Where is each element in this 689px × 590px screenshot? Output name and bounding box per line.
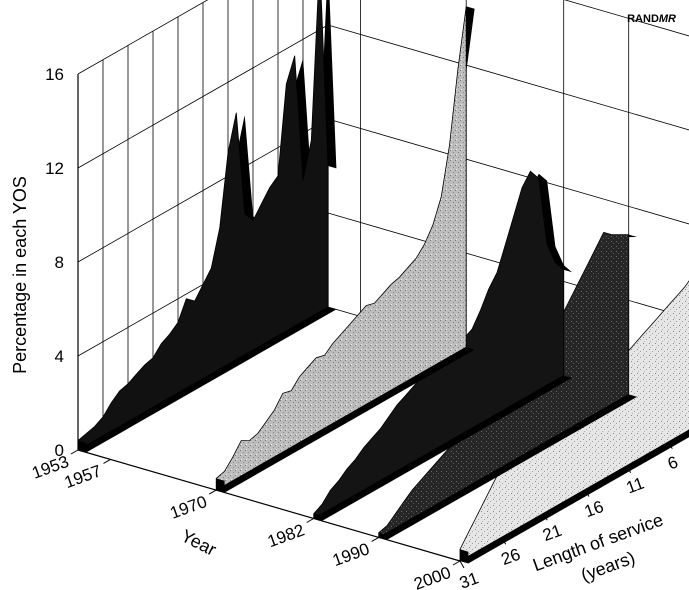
back-wall-gridline: [327, 24, 689, 131]
los-tick-label: 16: [582, 497, 606, 521]
los-tick-label: 6: [665, 452, 680, 473]
year-tick-mark: [103, 458, 111, 464]
series-2000-end-cap: [460, 549, 469, 564]
los-tick-label: 11: [624, 474, 647, 498]
z-tick-label: 16: [45, 65, 64, 84]
back-wall-gridline: [564, 0, 689, 37]
series-1982-end-cap: [313, 513, 323, 521]
series-layer: [77, 0, 689, 564]
z-axis-title: Percentage in each YOS: [10, 176, 30, 374]
los-tick-label: 26: [499, 545, 523, 569]
series-1953-end-cap: [78, 440, 87, 453]
los-tick-label: 31: [457, 568, 481, 590]
year-axis-line: [77, 449, 461, 562]
series-1970-end-cap: [216, 478, 225, 493]
source-tag: RANDMR: [627, 13, 676, 25]
series-1953: [77, 0, 337, 453]
year-tick-mark: [371, 536, 379, 542]
series-1953-area: [77, 0, 329, 451]
series-1982-base: [313, 375, 573, 521]
series-1953-base: [78, 307, 337, 453]
year-tick-mark: [452, 560, 461, 566]
chart-grid: [70, 0, 689, 569]
series-1970-area: [215, 6, 467, 491]
los-tick-mark: [459, 560, 465, 569]
year-tick-label: 1970: [168, 492, 210, 523]
series-1990-end-cap: [378, 532, 388, 540]
series-1970-base: [216, 347, 475, 493]
z-tick-label: 12: [45, 159, 64, 178]
series-1970: [215, 6, 475, 493]
year-tick-mark: [70, 449, 79, 455]
back-wall-gridline: [327, 118, 689, 225]
los-tick-label: 21: [540, 521, 564, 545]
year-tick-mark: [306, 518, 314, 523]
year-axis-title: Year: [178, 525, 219, 559]
year-tick-label: 1982: [265, 520, 307, 551]
z-tick-label: 4: [55, 347, 64, 366]
series-1990-base: [378, 394, 638, 540]
year-tick-label: 2000: [411, 563, 453, 590]
year-tick-label: 1990: [330, 539, 372, 570]
year-tick-mark: [208, 489, 217, 495]
z-tick-label: 0: [55, 441, 64, 460]
series-2000-base: [460, 430, 689, 564]
z-tick-label: 8: [55, 253, 64, 272]
